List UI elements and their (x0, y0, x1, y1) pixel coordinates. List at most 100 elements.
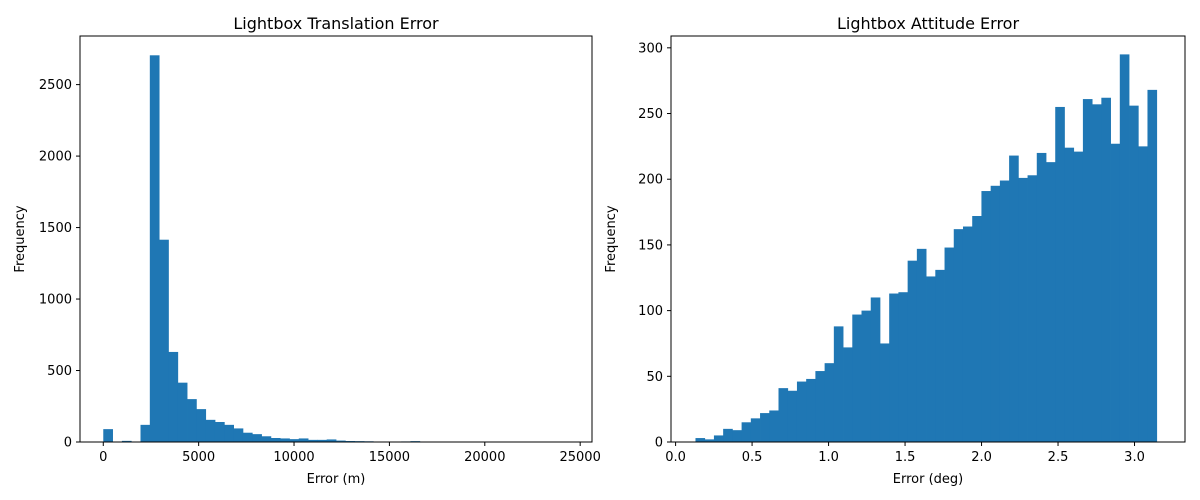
histogram-bar (168, 351, 179, 442)
histogram-bar (289, 439, 300, 442)
histogram-bar (280, 438, 290, 442)
histogram-bar (1082, 99, 1093, 442)
histogram-bar (990, 185, 1001, 443)
histogram-bar (796, 381, 807, 442)
histogram-bar (149, 55, 160, 443)
y-axis-label: Frequency (604, 205, 619, 272)
histogram-bar (1147, 89, 1158, 443)
x-tick-label: 1.0 (818, 450, 839, 465)
histogram-bar (852, 314, 862, 442)
histogram-bar (261, 436, 272, 442)
histogram-bar (879, 343, 890, 442)
histogram-bar (1046, 162, 1056, 442)
histogram-bar (926, 276, 936, 442)
histogram-bar (787, 390, 798, 442)
histogram-bar (962, 226, 973, 442)
histogram-bar (732, 430, 742, 442)
histogram-bar (843, 347, 853, 442)
x-tick-label: 0.0 (665, 450, 686, 465)
x-tick-label: 5000 (182, 450, 215, 465)
y-tick-label: 250 (638, 107, 663, 122)
bars (103, 55, 570, 443)
histogram-bar (889, 293, 899, 442)
attitude-error-histogram: 0.0 0.5 1.0 1.5 2.0 2.5 3.0 0 50 100 150 200 250 300 L… (604, 14, 1186, 487)
y-tick-label: 100 (638, 304, 663, 319)
x-tick-label: 3.0 (1124, 450, 1145, 465)
x-tick-label: 0.5 (742, 450, 763, 465)
histogram-bar (224, 424, 234, 442)
y-tick-label: 2000 (39, 150, 72, 165)
histogram-bar (713, 435, 724, 442)
histogram-bar (999, 180, 1010, 442)
histogram-bar (205, 419, 216, 442)
y-axis-label: Frequency (13, 205, 28, 272)
histogram-bar (750, 418, 761, 442)
x-tick-label: 25000 (559, 450, 600, 465)
x-tick-label: 10000 (273, 450, 314, 465)
histogram-bar (336, 440, 346, 442)
histogram-bar (870, 297, 881, 442)
histogram-bar (1064, 147, 1075, 442)
x-tick-label: 0 (99, 450, 107, 465)
y-tick-label: 1500 (39, 221, 72, 236)
histogram-bar (187, 399, 197, 442)
x-tick-label: 15000 (369, 450, 410, 465)
x-tick-label: 2.0 (971, 450, 992, 465)
histogram-bar (1129, 105, 1139, 442)
histogram-bar (981, 191, 992, 442)
translation-error-histogram: 0 5000 10000 15000 20000 25000 0 500 1000 1500 200… (13, 14, 601, 487)
y-tick-label: 0 (655, 436, 663, 451)
histogram-bar (1110, 143, 1121, 443)
x-axis-label: Error (m) (307, 472, 366, 487)
histogram-bar (233, 428, 244, 442)
histogram-bar (1009, 155, 1019, 442)
histogram-bar (907, 260, 918, 442)
histogram-bar (1036, 152, 1047, 442)
histogram-bar (1073, 151, 1084, 442)
y-tick-label: 50 (646, 370, 663, 385)
histogram-bar (1119, 54, 1130, 442)
histogram-bar (214, 421, 225, 442)
chart-title: Lightbox Translation Error (233, 14, 439, 33)
histogram-bar (159, 239, 169, 442)
histogram-bar (270, 438, 281, 442)
x-tick-label: 20000 (464, 450, 505, 465)
histogram-bar (695, 438, 706, 442)
plot-frame (670, 35, 1186, 443)
histogram-bar (317, 439, 328, 442)
histogram-bar (778, 388, 789, 442)
histogram-bar (723, 428, 733, 442)
histogram-bar (806, 378, 816, 442)
histogram-bar (177, 382, 188, 442)
histogram-bar (972, 216, 982, 442)
y-tick-label: 1000 (39, 293, 72, 308)
histogram-bar (298, 438, 309, 442)
histogram-bar (121, 440, 132, 442)
histogram-bar (1092, 104, 1102, 442)
histogram-bar (1101, 97, 1111, 442)
histogram-bar (824, 363, 835, 442)
x-tick-label: 2.5 (1048, 450, 1069, 465)
histogram-bar (704, 439, 715, 442)
bars (695, 54, 1158, 443)
histogram-bar (833, 326, 844, 442)
histogram-bar (944, 247, 955, 442)
histogram-bar (953, 229, 964, 442)
histogram-bar (898, 292, 909, 442)
y-tick-label: 2500 (39, 78, 72, 93)
histogram-bar (916, 248, 927, 442)
x-axis-label: Error (deg) (893, 472, 963, 487)
histogram-bar (741, 422, 752, 442)
y-tick-label: 300 (638, 41, 663, 56)
histogram-bar (242, 432, 253, 442)
y-tick-label: 150 (638, 238, 663, 253)
histogram-bar (140, 424, 151, 442)
histogram-bar (1027, 175, 1038, 442)
x-tick-label: 1.5 (895, 450, 916, 465)
histogram-bar (308, 439, 318, 442)
histogram-bar (252, 434, 262, 442)
histogram-bar (326, 439, 337, 442)
chart-title: Lightbox Attitude Error (837, 14, 1020, 33)
histogram-bar (760, 413, 770, 442)
